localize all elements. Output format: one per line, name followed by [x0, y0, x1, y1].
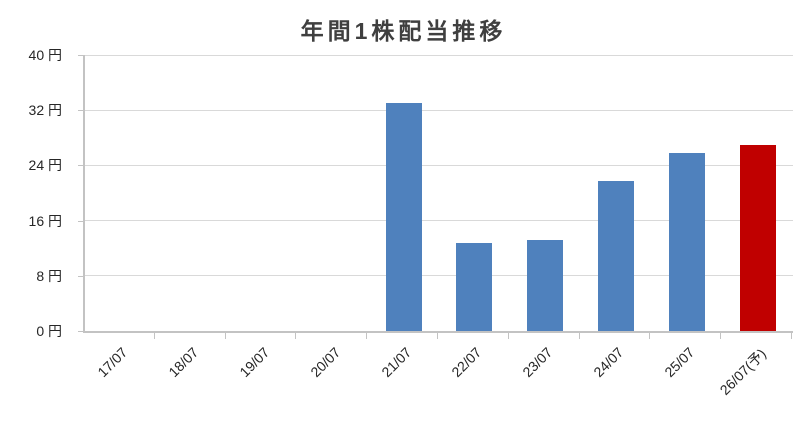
- x-axis-tick: [507, 333, 509, 339]
- x-tick-label-7: 24/07: [590, 344, 627, 381]
- gridline: [85, 164, 793, 166]
- y-axis-tick: [78, 220, 84, 222]
- gridline: [85, 109, 793, 111]
- gridline: [85, 54, 793, 56]
- x-axis-tick: [366, 333, 368, 339]
- x-tick-label-0: 17/07: [94, 344, 131, 381]
- x-tick-label-8: 25/07: [661, 344, 698, 381]
- chart-bar-6: [527, 240, 563, 331]
- x-tick-label-6: 23/07: [519, 344, 556, 381]
- chart-bar-5: [456, 243, 492, 331]
- x-axis-tick: [224, 333, 226, 339]
- gridline: [85, 275, 793, 277]
- y-axis-tick: [78, 55, 84, 56]
- x-axis-tick: [791, 333, 792, 339]
- y-tick-label-16: 16 円: [28, 212, 62, 229]
- plot-area: [83, 54, 793, 333]
- x-tick-label-1: 18/07: [165, 344, 202, 381]
- chart-bar-9: [740, 145, 776, 331]
- x-axis-tick: [649, 333, 651, 339]
- chart-title: 年間1株配当推移: [300, 18, 507, 44]
- y-axis-tick: [78, 331, 84, 332]
- y-tick-label-24: 24 円: [28, 157, 62, 174]
- y-tick-label-8: 8 円: [36, 267, 62, 284]
- chart-bar-8: [669, 153, 705, 331]
- x-tick-label-2: 19/07: [236, 344, 273, 381]
- gridline: [85, 220, 793, 222]
- y-axis-tick: [78, 110, 84, 112]
- chart-bar-7: [598, 181, 634, 331]
- x-axis-tick: [437, 333, 438, 339]
- chart-bar-4: [386, 103, 422, 331]
- x-axis-tick: [720, 333, 722, 339]
- y-axis-tick: [78, 275, 84, 277]
- x-axis-tick: [153, 333, 155, 339]
- x-tick-label-4: 21/07: [377, 344, 414, 381]
- x-tick-label-9: 26/07(予): [716, 345, 770, 398]
- y-tick-label-0: 0 円: [36, 323, 62, 339]
- x-tick-label-5: 22/07: [448, 344, 485, 381]
- x-axis-tick: [295, 333, 297, 339]
- y-axis-tick: [78, 165, 84, 167]
- x-axis-tick: [578, 333, 580, 339]
- x-tick-label-3: 20/07: [307, 344, 344, 381]
- y-tick-label-40: 40 円: [28, 47, 62, 63]
- y-tick-label-32: 32 円: [28, 102, 62, 119]
